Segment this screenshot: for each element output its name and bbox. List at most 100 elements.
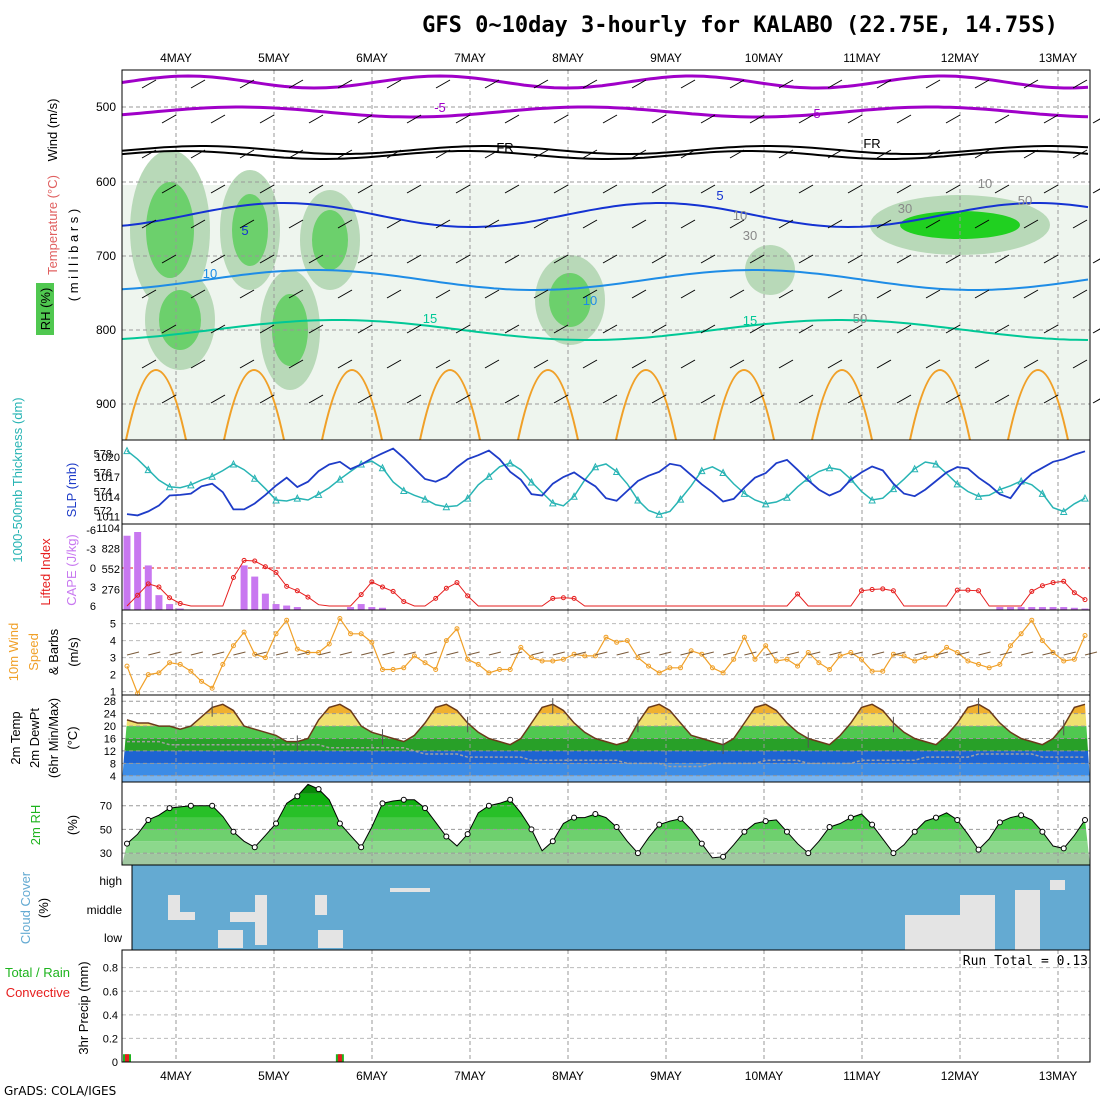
wind-speed-marker [720,670,726,676]
wind-barb [850,651,863,656]
wind-speed-marker [550,658,556,664]
wind-barb [553,184,569,194]
tick-label: 552 [102,564,120,576]
cape-label: CAPE (J/kg) [64,534,79,606]
wind-barb [798,114,814,124]
wind-barb [161,394,177,404]
wind-barb [925,359,941,369]
temp-band [122,695,1090,701]
date-tick-label: 8MAY [552,1069,584,1083]
wind-barb [318,651,331,656]
wind-speed-marker [1007,643,1013,649]
wind-speed-marker [145,672,151,678]
thickness-slp-panel: 578 576 574 572 1020 1017 1014 1011 [94,439,1091,525]
wind-barb [337,149,353,159]
wind-speed-marker [976,661,982,667]
wind-barb [651,114,667,124]
rh-band [122,817,1090,830]
wind-barb [729,219,745,229]
wind-barb [1023,149,1039,159]
tick-label: 5 [110,619,116,631]
cape-li-panel: -6 -3 0 3 6 1104 828 552 276 [86,523,1091,613]
date-tick-label: 10MAY [745,1069,783,1083]
rh-shade-70 [159,290,201,350]
wind-barb [190,289,206,299]
thickness-marker [336,475,344,483]
li-marker [369,579,375,585]
wind-speed-marker [188,668,194,674]
wind-barb [974,149,990,159]
wind-label: Wind (m/s) [45,99,60,162]
rh2m-units-label: (%) [65,815,80,835]
date-tick-label: 7MAY [454,51,486,65]
isotherm-20-lobe [517,369,579,441]
tick-label: 576 [94,468,112,480]
wind-speed-marker [199,678,205,684]
cape-bar [134,532,142,610]
cloud-block [180,912,195,920]
wind-barb [651,254,667,264]
wind-barb [945,184,961,194]
li-marker [1061,578,1067,584]
wind-speed-marker [1029,617,1035,623]
contour-label: 5 [241,223,248,238]
wind-speed-marker [486,670,492,676]
temp-band [122,704,1090,714]
wind-speed-marker [709,665,715,671]
li-marker [976,588,982,594]
li-marker [954,587,960,593]
wind-barb [722,651,736,656]
wind-barb [288,79,304,89]
wind-barb [925,289,941,299]
wind-speed-marker [390,667,396,672]
wind-barb [914,651,927,656]
wind-speed-marker [880,668,886,674]
wind-barb [827,219,843,229]
wind-barb [974,289,990,299]
thickness-marker [548,498,557,507]
wind-barb [786,651,800,656]
li-marker [1039,583,1045,589]
cloud-block [315,895,327,915]
cloud-block [1015,890,1040,950]
wind-barb [896,114,912,124]
cape-bar [996,607,1004,610]
wind-barb [700,324,716,334]
rh-marker [549,838,556,845]
wind-speed-marker [912,658,918,664]
tick-label: 0 [112,1057,118,1069]
wind-barb [798,184,814,194]
wind-barb [925,219,941,229]
wind-barb [337,289,353,299]
wind-barb [1043,184,1059,194]
chart-title: GFS 0~10day 3-hourly for KALABO (22.75E,… [422,13,1058,38]
pressure-label: ( m i l l i b a r s ) [66,209,81,301]
rh-shade-70 [549,273,591,327]
isotherm-5 [121,202,1089,229]
wind-barb [680,289,696,299]
rh-fill [122,784,1090,865]
li-marker [284,583,290,589]
wind-barb [729,149,745,159]
thickness-marker [570,492,578,500]
isotherm-20-lobe [125,369,187,441]
wind-barb [1043,324,1059,334]
wind-barb [994,394,1010,404]
wind-barb [533,359,549,369]
rh-marker [975,846,982,853]
cloud-block [905,915,960,950]
contour-label: 15 [423,311,437,326]
cape-bar [123,535,131,610]
thickness-marker [442,502,451,511]
wind-barb [1023,359,1039,369]
cloud-block [960,895,995,950]
rh-marker [145,816,152,823]
thickness-marker [123,446,131,455]
wind-speed-marker [156,670,162,676]
rh-band [122,841,1090,854]
wind-speed-marker [741,634,747,640]
rh-shade-70 [232,194,268,266]
wind-speed-marker [752,656,758,662]
wind-barb [212,651,225,656]
wind-barb [680,359,696,369]
